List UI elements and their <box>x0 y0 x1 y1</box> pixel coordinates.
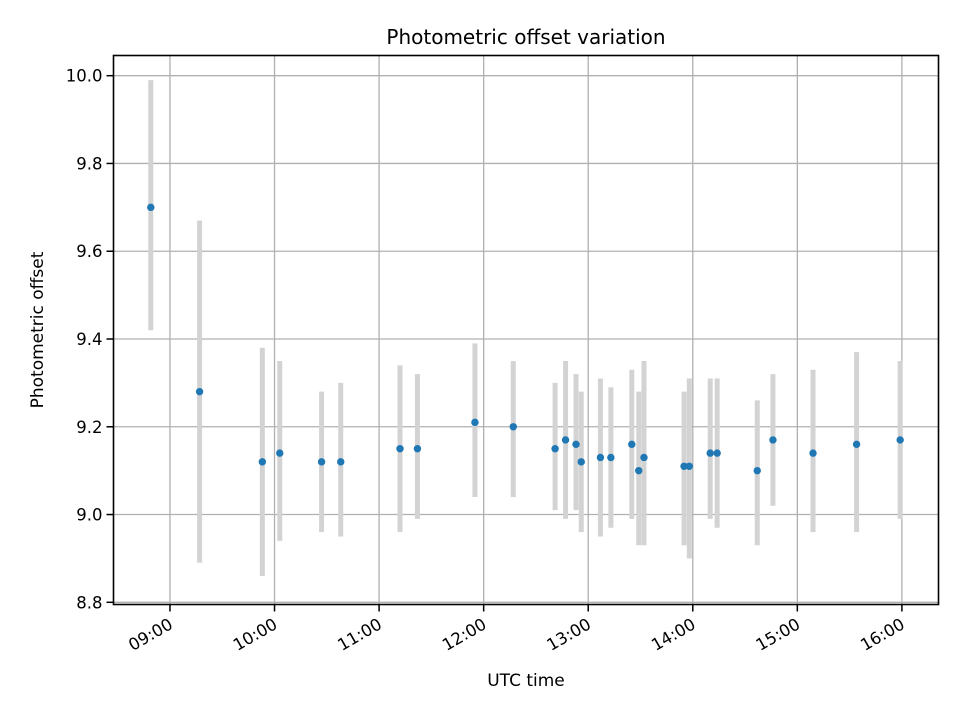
data-point <box>713 449 721 457</box>
x-tick-label: 10:00 <box>230 615 281 655</box>
chart-title: Photometric offset variation <box>386 25 666 49</box>
data-point <box>706 449 714 457</box>
x-tick-label: 15:00 <box>753 615 804 655</box>
data-point <box>551 445 559 453</box>
y-tick-label: 9.6 <box>76 242 102 261</box>
data-point <box>509 423 517 431</box>
data-point <box>596 453 605 462</box>
data-point <box>317 458 326 466</box>
data-point <box>572 440 580 449</box>
x-tick-label: 13:00 <box>544 615 595 655</box>
y-tick-label: 9.8 <box>76 154 102 173</box>
x-tick-label: 16:00 <box>857 615 908 655</box>
data-point <box>809 449 817 457</box>
data-point <box>635 466 643 475</box>
data-point <box>276 449 284 457</box>
y-tick-label: 10.0 <box>66 67 103 86</box>
data-point <box>147 203 155 212</box>
data-point <box>685 462 693 470</box>
tick-labels: 8.8 9.0 9.2 9.4 9.6 9.8 10.0 09:00 10:00 11:00 12:… <box>66 67 908 655</box>
grid-lines <box>113 55 939 605</box>
data-point <box>413 445 422 453</box>
y-tick-label: 9.2 <box>76 418 102 437</box>
error-bars <box>148 80 903 576</box>
data-point <box>258 458 267 466</box>
y-tick-label: 8.8 <box>76 593 102 612</box>
axis-box <box>112 54 940 606</box>
x-tick-label: 14:00 <box>648 615 699 655</box>
data-point <box>337 458 345 466</box>
x-axis-title: UTC time <box>487 671 565 691</box>
data-point <box>628 440 636 449</box>
data-point <box>195 387 204 396</box>
data-point <box>471 418 479 427</box>
data-point <box>896 436 904 444</box>
data-point <box>852 440 861 449</box>
x-tick-label: 11:00 <box>334 615 385 655</box>
data-point <box>577 458 585 466</box>
x-tick-label: 12:00 <box>439 615 490 655</box>
x-tick-label: 09:00 <box>125 615 176 655</box>
y-tick-label: 9.4 <box>76 330 102 349</box>
data-point <box>680 462 688 470</box>
data-point <box>561 436 570 444</box>
data-point <box>607 453 615 462</box>
data-point <box>769 436 777 444</box>
data-point <box>640 453 648 462</box>
y-axis-title: Photometric offset <box>28 251 48 409</box>
data-point <box>753 466 761 475</box>
data-points <box>147 203 904 475</box>
tick-marks <box>106 74 903 612</box>
data-point <box>396 445 404 453</box>
y-tick-label: 9.0 <box>76 506 102 525</box>
